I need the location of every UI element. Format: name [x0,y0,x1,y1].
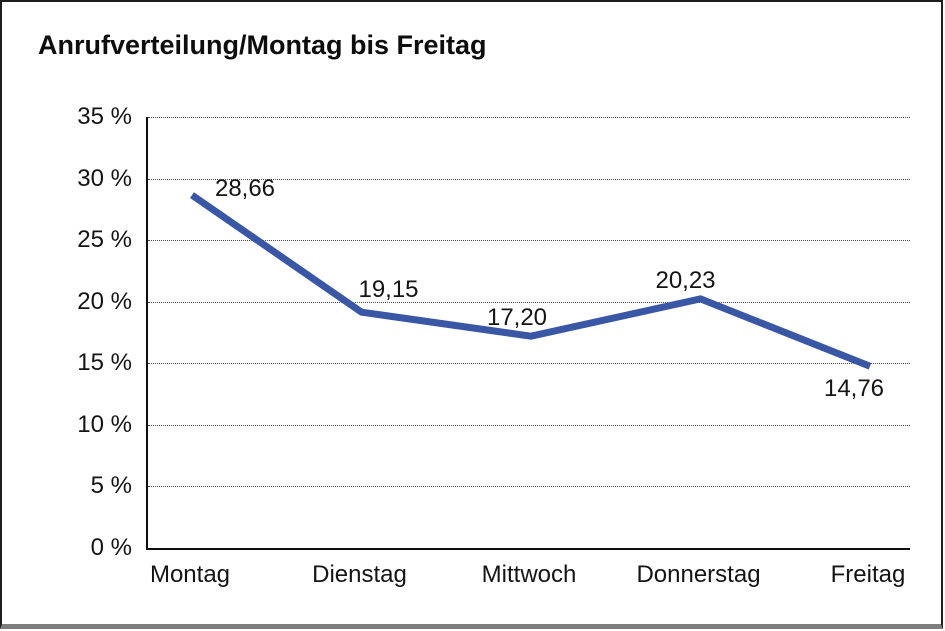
x-axis: Montag Dienstag Mittwoch Donnerstag Freitag [146,560,908,594]
gridline [148,117,910,118]
data-point-label: 28,66 [214,175,276,203]
series-line [190,192,872,370]
y-tick-label: 10 % [77,410,132,438]
data-point-label: 19,15 [358,276,419,304]
y-tick-label: 30 % [77,164,132,192]
gridline [148,363,910,365]
gridline [148,240,910,242]
data-point-label: 20,23 [655,266,716,294]
x-category-label: Dienstag [312,561,407,588]
y-tick-label: 25 % [77,226,132,254]
data-point-label: 14,76 [823,375,885,403]
y-tick-label: 20 % [77,287,132,315]
gridline [148,301,910,303]
x-category-label: Donnerstag [636,561,761,588]
y-axis: 0 % 5 % 10 % 15 % 20 % 25 % 30 % 35 % [0,103,132,561]
data-point-label: 17,20 [486,304,548,332]
y-tick-label: 35 % [77,103,132,130]
plot-area: 28,66 19,15 17,20 20,23 14,76 [146,117,910,550]
x-category-label: Montag [149,561,231,588]
x-category-label: Mittwoch [481,561,577,588]
y-tick-label: 0 % [90,534,132,561]
y-tick-label: 15 % [77,349,132,377]
gridline [148,486,910,488]
x-category-label: Freitag [830,561,906,588]
chart-title: Anrufverteilung/Montag bis Freitag [38,30,487,60]
gridline [148,178,910,180]
y-tick-label: 5 % [90,472,132,500]
gridline [148,424,910,426]
data-line-svg [190,192,872,370]
